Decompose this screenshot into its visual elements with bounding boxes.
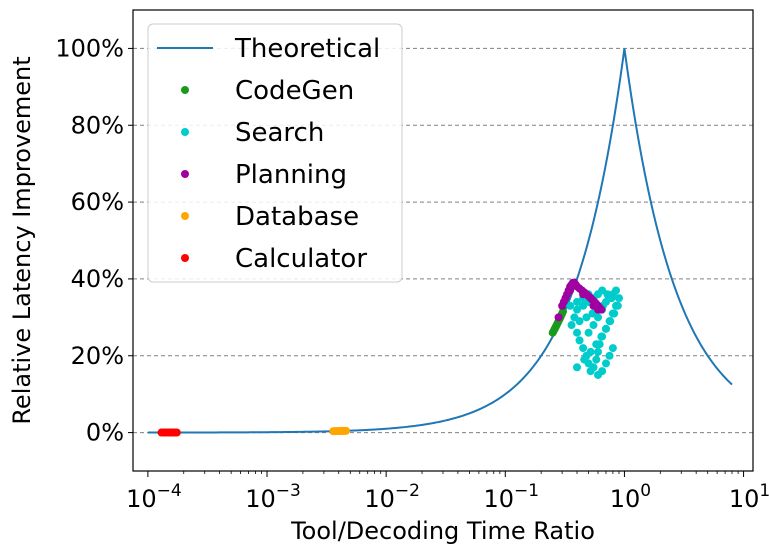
- search-point: [573, 305, 582, 314]
- search-point: [566, 301, 575, 310]
- search-point: [582, 313, 591, 322]
- search-point: [567, 321, 576, 330]
- theoretical-curve: [147, 48, 733, 434]
- search-point: [613, 301, 622, 310]
- search-point: [592, 340, 601, 349]
- search-point: [592, 355, 601, 364]
- search-point: [575, 317, 584, 326]
- search-point: [608, 344, 617, 353]
- search-point: [605, 351, 614, 360]
- data-points-layer: [157, 278, 623, 437]
- database-point: [340, 426, 349, 435]
- search-point: [573, 297, 582, 306]
- legend-box: [147, 23, 403, 283]
- search-point: [589, 363, 598, 372]
- x-tick-label: 10−1: [483, 481, 539, 513]
- legend-label-database: Database: [235, 202, 359, 232]
- y-tick-label: 40%: [71, 265, 124, 293]
- search-point: [573, 363, 582, 372]
- search-point: [594, 347, 602, 356]
- planning-point: [594, 305, 602, 314]
- legend-swatch-calculator: [181, 254, 189, 262]
- y-tick-label: 80%: [71, 111, 124, 139]
- x-tick-label: 100: [610, 481, 651, 513]
- search-point: [579, 301, 588, 310]
- search-point: [601, 359, 610, 368]
- legend-label-calculator: Calculator: [235, 244, 367, 274]
- search-point: [606, 317, 615, 326]
- legend: Theoretical CodeGen Search Planning Database…: [147, 23, 403, 283]
- search-point: [612, 286, 621, 295]
- series-calculator: [157, 428, 181, 437]
- series-planning: [554, 278, 606, 322]
- series-database: [329, 426, 350, 436]
- legend-swatch-database: [181, 212, 189, 220]
- y-tick-label: 0%: [86, 419, 124, 447]
- planning-point: [554, 313, 563, 322]
- search-point: [575, 336, 584, 345]
- planning-point: [566, 286, 575, 295]
- y-tick-label: 100%: [55, 34, 124, 62]
- legend-swatch-codegen: [181, 86, 189, 94]
- legend-swatch-search: [181, 128, 189, 136]
- legend-label-theoretical: Theoretical: [234, 34, 380, 64]
- axis-ticks: 0% 20% 40% 60% 80% 100% 10−4 10−3 10−2 10−1 100 101: [55, 34, 769, 513]
- x-tick-label: 101: [729, 481, 769, 513]
- x-tick-label: 10−2: [364, 481, 420, 513]
- x-tick-label: 10−4: [126, 481, 182, 513]
- legend-label-search: Search: [235, 118, 324, 148]
- search-point: [601, 324, 610, 333]
- y-axis-label: Relative Latency Improvement: [8, 56, 36, 424]
- y-tick-label: 60%: [71, 188, 124, 216]
- search-point: [598, 367, 607, 376]
- search-point: [573, 328, 582, 337]
- planning-point: [559, 297, 568, 306]
- legend-swatch-planning: [181, 170, 189, 178]
- search-point: [579, 344, 588, 353]
- grid-lines: [133, 47, 753, 434]
- planning-point: [579, 290, 588, 299]
- calculator-point: [172, 428, 181, 437]
- search-point: [597, 332, 606, 341]
- y-tick-label: 20%: [71, 342, 124, 370]
- search-point: [580, 355, 589, 364]
- x-tick-label: 10−3: [245, 481, 301, 513]
- search-point: [586, 347, 595, 356]
- search-point: [614, 294, 623, 303]
- search-point: [610, 309, 619, 318]
- search-point: [589, 321, 598, 330]
- search-point: [584, 328, 593, 337]
- theoretical-curve-layer: [147, 48, 733, 434]
- series-codegen: [548, 307, 567, 337]
- legend-label-codegen: CodeGen: [235, 76, 354, 106]
- x-axis-label: Tool/Decoding Time Ratio: [290, 517, 595, 545]
- search-point: [594, 313, 602, 322]
- legend-label-planning: Planning: [235, 160, 347, 190]
